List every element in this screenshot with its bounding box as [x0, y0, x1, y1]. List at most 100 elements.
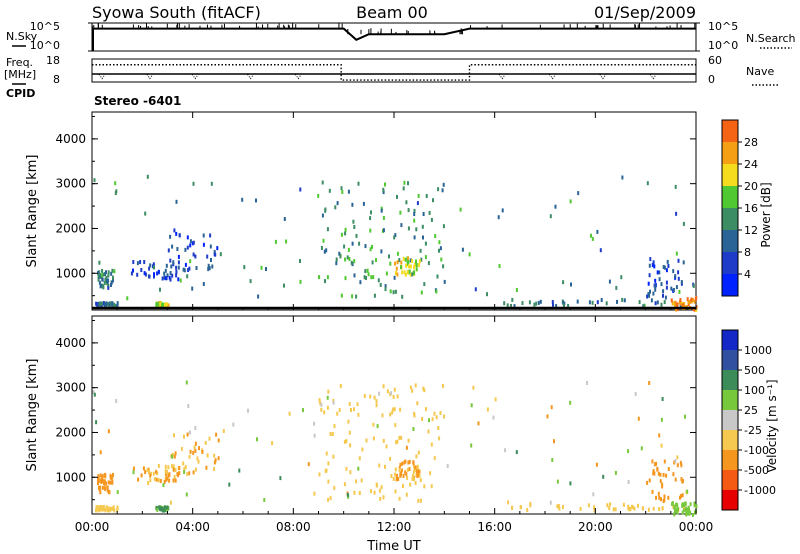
- range-cell: [528, 300, 531, 305]
- range-cell-sparse: [648, 381, 651, 385]
- range-cell: [164, 464, 167, 469]
- range-cell: [416, 474, 419, 478]
- range-cell: [365, 276, 367, 280]
- colorbar-swatch: [722, 120, 738, 142]
- range-cell-sparse: [320, 402, 323, 407]
- range-cell: [207, 267, 210, 272]
- range-cell: [393, 407, 396, 412]
- range-cell: [683, 302, 686, 307]
- range-cell: [353, 225, 356, 229]
- range-cell: [167, 303, 170, 308]
- range-cell: [657, 491, 660, 496]
- range-cell: [371, 244, 373, 249]
- range-cell: [692, 513, 694, 517]
- range-cell: [213, 467, 215, 471]
- range-cell-sparse: [634, 391, 637, 396]
- range-cell: [176, 247, 179, 251]
- range-cell: [657, 471, 660, 476]
- range-cell: [400, 260, 403, 265]
- range-cell: [419, 498, 422, 503]
- range-cell: [404, 459, 407, 464]
- range-cell: [198, 446, 200, 451]
- range-cell: [674, 274, 677, 279]
- range-cell: [165, 472, 168, 477]
- range-cell: [100, 273, 103, 278]
- range-cell: [166, 508, 169, 513]
- range-cell: [159, 479, 162, 483]
- range-cell: [110, 280, 113, 285]
- range-cell: [371, 260, 374, 265]
- colorbar-tick-label: 28: [744, 136, 758, 149]
- range-cell: [676, 509, 678, 514]
- range-cell: [676, 302, 679, 307]
- range-cell: [511, 297, 514, 302]
- range-cell: [373, 293, 376, 298]
- colorbar-swatch: [722, 410, 738, 430]
- range-cell-sparse: [428, 418, 430, 423]
- range-cell-sparse: [554, 204, 557, 209]
- range-cell: [420, 257, 423, 262]
- range-cell: [98, 270, 101, 275]
- range-cell: [113, 508, 116, 513]
- range-cell: [407, 226, 410, 231]
- range-cell: [102, 285, 105, 290]
- colorbar-swatch: [722, 142, 738, 164]
- range-cell: [109, 473, 112, 478]
- frequency-dips: [98, 74, 657, 80]
- range-cell-sparse: [577, 191, 580, 196]
- range-cell: [423, 484, 426, 489]
- range-cell: [557, 504, 560, 508]
- range-cell-sparse: [477, 421, 480, 426]
- x-tick-label: 12:00: [377, 520, 412, 534]
- range-cell: [104, 508, 107, 513]
- range-cell-sparse: [412, 427, 415, 431]
- range-cell: [655, 495, 657, 500]
- range-cell: [375, 399, 378, 404]
- range-cell-sparse: [222, 429, 225, 433]
- range-cell-sparse: [417, 450, 420, 455]
- range-cell-sparse: [492, 415, 495, 420]
- range-cell: [359, 280, 362, 285]
- range-cell: [168, 472, 171, 477]
- range-cell: [100, 304, 103, 309]
- range-cell-sparse: [384, 287, 387, 292]
- range-cell: [681, 303, 684, 308]
- range-cell: [153, 477, 156, 481]
- range-cell: [605, 301, 608, 306]
- range-cell: [101, 507, 104, 512]
- range-cell: [407, 256, 410, 261]
- range-cell: [147, 481, 150, 486]
- range-cell: [112, 275, 114, 280]
- range-cell: [189, 239, 192, 244]
- range-cell: [352, 219, 355, 224]
- range-cell: [377, 278, 380, 283]
- range-cell: [443, 414, 446, 419]
- range-cell-sparse: [172, 260, 175, 265]
- range-cell: [587, 503, 590, 508]
- range-cell-sparse: [186, 274, 189, 279]
- range-cell: [194, 254, 197, 259]
- range-cell: [395, 477, 398, 482]
- range-cell: [326, 275, 329, 280]
- range-cell: [109, 480, 112, 485]
- range-cell: [372, 422, 375, 427]
- range-cell: [176, 472, 179, 477]
- range-cell: [686, 511, 689, 516]
- colorbar-tick-label: 16: [744, 202, 758, 215]
- range-cell-sparse: [318, 275, 321, 280]
- range-cell: [194, 467, 197, 472]
- colorbar-tick-label: 20: [744, 180, 758, 193]
- range-cell: [399, 471, 402, 476]
- range-cell: [372, 436, 375, 441]
- range-cell: [111, 475, 114, 479]
- range-cell: [409, 482, 412, 487]
- range-cell: [385, 271, 388, 276]
- colorbar-tick-label: -100: [744, 444, 769, 457]
- range-cell: [355, 233, 358, 238]
- range-cell: [106, 279, 109, 284]
- range-cell: [399, 462, 402, 467]
- range-cell: [663, 498, 666, 503]
- range-cell: [182, 267, 185, 272]
- range-cell: [378, 488, 381, 493]
- range-cell: [663, 494, 666, 499]
